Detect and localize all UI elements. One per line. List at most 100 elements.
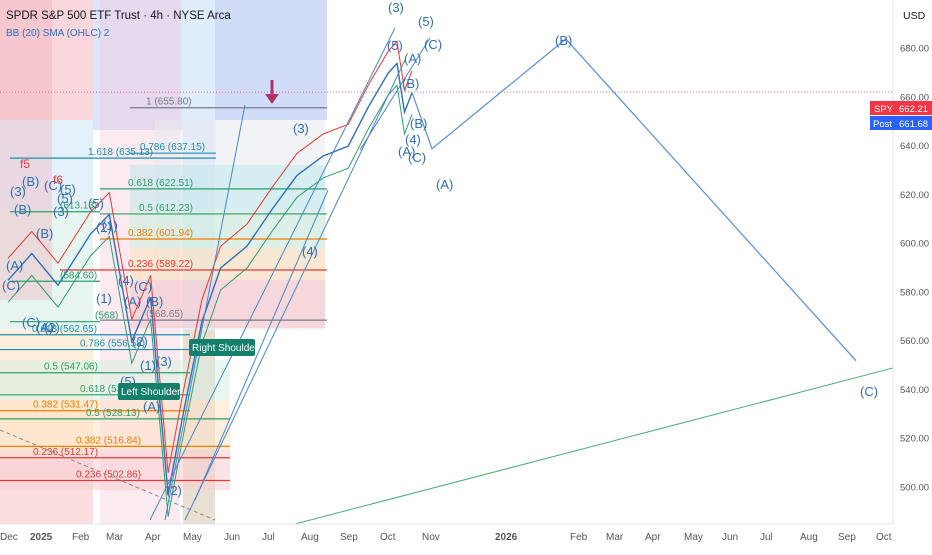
fib-level-label: 0.236 (512.17)	[33, 447, 98, 458]
time-axis-panel[interactable]	[0, 524, 932, 550]
post-price-box[interactable]	[896, 116, 932, 130]
wave-label[interactable]: (C)	[2, 278, 20, 293]
channel-line[interactable]	[359, 37, 431, 151]
background-zone	[0, 0, 93, 120]
background-zone	[130, 210, 325, 248]
channel-line[interactable]	[164, 104, 246, 521]
wave-label[interactable]: (B)	[36, 226, 53, 241]
wave-label[interactable]: (2)	[44, 320, 60, 335]
wave-label[interactable]: (1)	[96, 291, 112, 306]
price-axis-panel[interactable]	[893, 0, 932, 550]
fib-level-label: 1 (655.80)	[146, 97, 192, 108]
wave-label[interactable]: (2)	[96, 220, 112, 235]
wave-label[interactable]: (A)	[124, 294, 141, 309]
down-arrow-icon	[265, 94, 279, 104]
wave-label[interactable]: (B)	[402, 76, 419, 91]
fib-tag-f5: f5	[20, 157, 30, 171]
channel-line[interactable]	[149, 27, 396, 521]
y-tick-label: 600.00	[900, 239, 929, 250]
x-tick-label: Nov	[422, 532, 440, 543]
chart-title: SPDR S&P 500 ETF Trust · 4h · NYSE Arca	[6, 10, 231, 22]
bollinger-upper-line	[7, 40, 413, 473]
bollinger-lower-line	[7, 84, 413, 517]
wave-label[interactable]: (1)	[140, 358, 156, 373]
fib-level-label: (568)	[95, 311, 118, 322]
x-tick-label: Oct	[876, 532, 892, 543]
fib-level-label: (584.60)	[60, 270, 97, 281]
wave-label[interactable]: (A)	[143, 399, 160, 414]
fib-level-label: 0.382 (516.84)	[76, 435, 141, 446]
wave-label[interactable]: (C)	[44, 178, 62, 193]
y-tick-label: 560.00	[900, 336, 929, 347]
wave-label[interactable]: (B)	[410, 116, 427, 131]
wave-label[interactable]: (2)	[166, 483, 182, 498]
wave-label[interactable]: (A)	[36, 320, 53, 335]
y-tick-label: 500.00	[900, 482, 929, 493]
wave-label[interactable]: (C)	[424, 37, 442, 52]
wave-label[interactable]: (A)	[6, 258, 23, 273]
fib-level-label: 0.382 (531.47)	[33, 400, 98, 411]
projection-path-line[interactable]	[411, 38, 857, 362]
x-tick-label: 2026	[495, 532, 518, 543]
wave-label[interactable]: (5)	[387, 38, 403, 53]
fib-level-label: 0.618 (562.65)	[32, 324, 97, 335]
fib-level-label: (568.65)	[146, 309, 183, 320]
wave-label[interactable]: (C)	[22, 315, 40, 330]
x-tick-label: 2025	[30, 532, 53, 543]
spy-price-tag[interactable]	[870, 101, 904, 115]
x-tick-label: Dec	[0, 532, 18, 543]
wave-label[interactable]: (4)	[302, 244, 318, 259]
x-tick-label: Jun	[224, 532, 240, 543]
wave-label[interactable]: (B)	[14, 202, 31, 217]
wave-label[interactable]: (3)	[293, 121, 309, 136]
y-tick-label: 620.00	[900, 190, 929, 201]
wave-label[interactable]: (2)	[132, 334, 148, 349]
wave-label[interactable]: (4)	[118, 273, 134, 288]
spy-symbol: SPY	[874, 104, 894, 115]
wave-label[interactable]: (5)	[418, 14, 434, 29]
currency-label[interactable]: USD	[903, 10, 926, 22]
spy-price: 662.21	[899, 104, 928, 115]
wave-label[interactable]: (A)	[404, 51, 421, 66]
wave-label[interactable]: (5)	[60, 182, 76, 197]
spy-price-box[interactable]	[896, 101, 932, 115]
x-tick-label: Mar	[106, 532, 124, 543]
wave-label[interactable]: (5)	[88, 196, 104, 211]
x-tick-label: Apr	[145, 532, 161, 543]
price-series-line[interactable]	[7, 61, 413, 495]
wave-label[interactable]: (4)	[405, 132, 421, 147]
wave-label[interactable]: (B)	[22, 174, 39, 189]
x-tick-label: Sep	[340, 532, 358, 543]
wave-label[interactable]: (1)	[102, 218, 118, 233]
channel-line[interactable]	[194, 189, 329, 501]
wave-label[interactable]: (3)	[53, 204, 69, 219]
support-trendline[interactable]	[294, 367, 894, 525]
post-price-tag[interactable]	[870, 116, 896, 130]
left-shoulder-label: Left Shoulder	[121, 387, 181, 398]
background-zone	[93, 0, 183, 130]
wave-label[interactable]: (C)	[860, 384, 878, 399]
fib-level-label: 0.5 (612.23)	[139, 203, 193, 214]
background-zone	[0, 120, 93, 210]
left-shoulder-badge[interactable]	[118, 383, 180, 400]
fib-level-label: 0.786 (556.58)	[80, 339, 145, 350]
wave-label[interactable]: (3)	[388, 0, 404, 15]
right-shoulder-badge[interactable]	[189, 339, 255, 356]
wave-label[interactable]: (A)	[398, 144, 415, 159]
wave-label[interactable]: (5)	[57, 191, 73, 206]
x-tick-label: Jul	[760, 532, 773, 543]
wave-label[interactable]: (C)	[408, 150, 426, 165]
x-tick-label: Sep	[838, 532, 856, 543]
fib-level-label: 1.618 (635.13)	[88, 147, 153, 158]
wave-label[interactable]: (A)	[436, 177, 453, 192]
wave-label[interactable]: (3)	[10, 184, 26, 199]
wave-label[interactable]: (B)	[146, 294, 163, 309]
wave-label[interactable]: (3)	[156, 354, 172, 369]
indicator-legend[interactable]: BB (20) SMA (OHLC) 2	[6, 28, 110, 39]
wave-label[interactable]: (B)	[555, 33, 572, 48]
fib-tag-f6: f6	[53, 173, 63, 187]
wave-label[interactable]: (C)	[134, 279, 152, 294]
y-tick-label: 680.00	[900, 44, 929, 55]
